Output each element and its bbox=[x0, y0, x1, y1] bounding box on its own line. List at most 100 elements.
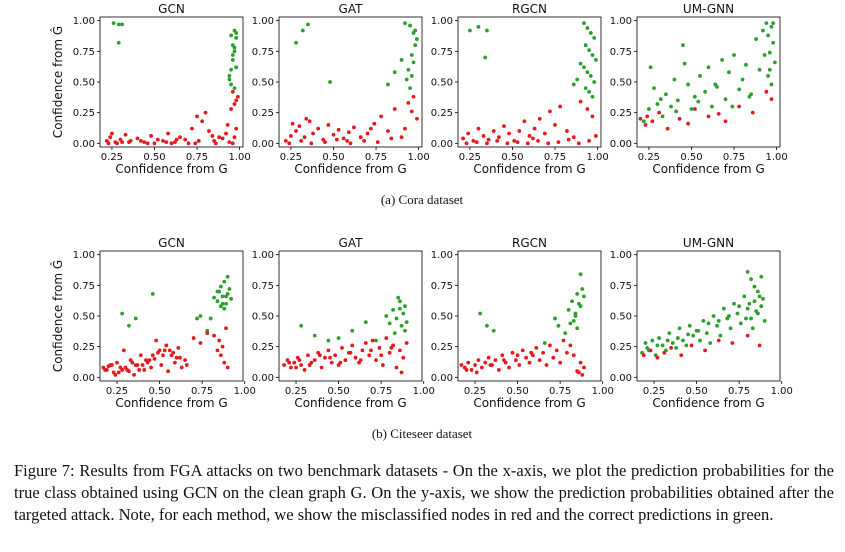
y-tick-label: 0.25 bbox=[610, 108, 632, 119]
misclassified-point bbox=[349, 351, 353, 355]
correct-point bbox=[337, 336, 341, 340]
misclassified-point bbox=[204, 111, 208, 115]
correct-point bbox=[405, 320, 409, 324]
panel-title: UM-GNN bbox=[683, 236, 734, 250]
correct-point bbox=[234, 36, 238, 40]
misclassified-point bbox=[229, 107, 233, 111]
misclassified-point bbox=[153, 357, 157, 361]
correct-point bbox=[229, 83, 233, 87]
misclassified-point bbox=[231, 90, 235, 94]
misclassified-point bbox=[500, 353, 504, 357]
correct-point bbox=[712, 314, 716, 318]
misclassified-point bbox=[657, 111, 661, 115]
misclassified-point bbox=[193, 141, 197, 145]
correct-point bbox=[764, 21, 768, 25]
correct-point bbox=[575, 326, 579, 330]
correct-point bbox=[234, 65, 238, 69]
misclassified-point bbox=[690, 344, 694, 348]
correct-point bbox=[657, 336, 661, 340]
misclassified-point bbox=[686, 122, 690, 126]
misclassified-point bbox=[199, 341, 203, 345]
plot-frame bbox=[100, 251, 243, 381]
y-tick-label: 0.25 bbox=[431, 342, 453, 353]
correct-point bbox=[747, 95, 751, 99]
misclassified-point bbox=[534, 346, 538, 350]
correct-point bbox=[413, 43, 417, 47]
misclassified-point bbox=[141, 363, 145, 367]
misclassified-point bbox=[153, 141, 157, 145]
correct-point bbox=[294, 41, 298, 45]
correct-point bbox=[388, 321, 392, 325]
misclassified-point bbox=[214, 141, 218, 145]
y-tick-label: 0.50 bbox=[252, 78, 274, 89]
misclassified-point bbox=[770, 97, 774, 101]
misclassified-point bbox=[234, 127, 238, 131]
correct-point bbox=[727, 314, 731, 318]
misclassified-point bbox=[345, 139, 349, 143]
correct-point bbox=[647, 107, 651, 111]
misclassified-point bbox=[376, 140, 380, 144]
correct-point bbox=[127, 324, 131, 328]
y-tick-label: 0.75 bbox=[431, 47, 453, 58]
misclassified-point bbox=[724, 119, 728, 123]
subcaption-cora: (a) Cora dataset bbox=[381, 192, 464, 207]
correct-point bbox=[766, 74, 770, 78]
misclassified-point bbox=[565, 129, 569, 133]
misclassified-point bbox=[311, 132, 315, 136]
misclassified-point bbox=[107, 364, 111, 368]
y-axis-label: Confidence from Ĝ bbox=[50, 26, 65, 138]
misclassified-point bbox=[139, 139, 143, 143]
y-tick-label: 0.00 bbox=[252, 373, 274, 384]
misclassified-point bbox=[299, 363, 303, 367]
panel-citeseer-rgcn: RGCN0.25 0.50 0.75 1.000.000.250.500.751.00… bbox=[431, 236, 614, 410]
misclassified-point bbox=[371, 339, 375, 343]
misclassified-point bbox=[649, 348, 653, 352]
correct-point bbox=[683, 62, 687, 66]
misclassified-point bbox=[343, 358, 347, 362]
correct-point bbox=[696, 100, 700, 104]
misclassified-point bbox=[587, 139, 591, 143]
misclassified-point bbox=[461, 137, 465, 141]
misclassified-point bbox=[482, 134, 486, 138]
correct-point bbox=[592, 80, 596, 84]
misclassified-point bbox=[401, 356, 405, 360]
correct-point bbox=[768, 68, 772, 72]
misclassified-point bbox=[364, 341, 368, 345]
misclassified-point bbox=[166, 369, 170, 373]
correct-point bbox=[567, 308, 571, 312]
misclassified-point bbox=[221, 345, 225, 349]
y-tick-label: 0.75 bbox=[610, 281, 632, 292]
correct-point bbox=[403, 329, 407, 333]
misclassified-point bbox=[210, 134, 214, 138]
misclassified-point bbox=[580, 373, 584, 377]
misclassified-point bbox=[585, 107, 589, 111]
correct-point bbox=[477, 25, 481, 29]
correct-point bbox=[350, 329, 354, 333]
correct-point bbox=[686, 83, 690, 87]
correct-point bbox=[406, 68, 410, 72]
misclassified-point bbox=[480, 366, 484, 370]
correct-point bbox=[574, 314, 578, 318]
misclassified-point bbox=[656, 356, 660, 360]
correct-point bbox=[684, 344, 688, 348]
misclassified-point bbox=[386, 129, 390, 133]
correct-point bbox=[120, 312, 124, 316]
misclassified-point bbox=[502, 124, 506, 128]
correct-point bbox=[732, 302, 736, 306]
correct-point bbox=[584, 43, 588, 47]
y-tick-label: 1.00 bbox=[610, 250, 632, 261]
misclassified-point bbox=[545, 363, 549, 367]
correct-point bbox=[758, 68, 762, 72]
correct-point bbox=[690, 107, 694, 111]
misclassified-point bbox=[154, 339, 158, 343]
misclassified-point bbox=[533, 127, 537, 131]
misclassified-point bbox=[326, 123, 330, 127]
correct-point bbox=[216, 290, 220, 294]
correct-point bbox=[717, 319, 721, 323]
misclassified-point bbox=[389, 137, 393, 141]
correct-point bbox=[393, 331, 397, 335]
y-tick-label: 0.00 bbox=[431, 373, 453, 384]
correct-point bbox=[117, 22, 121, 26]
misclassified-point bbox=[746, 334, 750, 338]
misclassified-point bbox=[289, 134, 293, 138]
